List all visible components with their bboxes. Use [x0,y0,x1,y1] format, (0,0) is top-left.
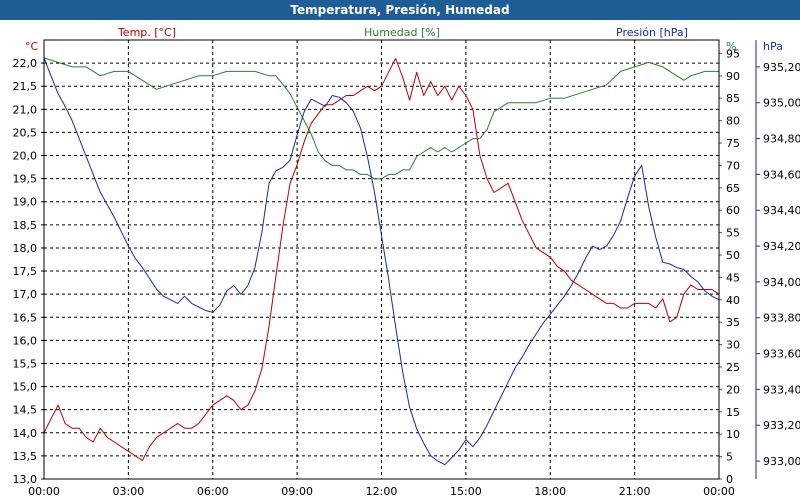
pres-tick-label: 935,00 [763,97,800,110]
x-tick-time: 00:00 [28,485,60,498]
hum-tick-label: 80 [726,115,740,128]
plot-border [43,39,720,480]
x-tick-time: 12:00 [366,485,398,498]
temp-tick-label: 13,5 [13,450,38,463]
chart-title: Temperatura, Presión, Humedad [0,0,800,20]
time-axis: 00:0015/10/1403:0015/10/1406:0015/10/140… [28,485,735,498]
temp-tick-label: 21,0 [13,103,38,116]
pres-tick-label: 934,20 [763,240,800,253]
temp-tick-label: 19,0 [13,196,38,209]
pres-tick-label: 934,80 [763,133,800,146]
pres-tick-label: 933,40 [763,383,800,396]
temp-series-line [43,58,720,461]
hum-tick-label: 75 [726,137,740,150]
grid [43,40,720,480]
hum-tick-label: 90 [726,70,740,83]
hum-tick-label: 50 [726,249,740,262]
hum-tick-label: 35 [726,316,740,329]
pres-tick-label: 934,60 [763,168,800,181]
hum-tick-label: 15 [726,406,740,419]
temp-tick-label: 13,0 [13,473,38,486]
hum-unit-label: % [726,40,736,53]
pres-tick-label: 934,00 [763,276,800,289]
chart-area: Temp. [°C] Humedad [%] Presión [hPa] °C … [13,26,800,498]
pres-tick-label: 935,20 [763,61,800,74]
temp-axis: 22,0 21,5 21,0 20,5 20,0 19,5 19,0 18,5 18,0 17,5… [13,57,44,486]
hum-tick-label: 70 [726,159,740,172]
temp-tick-label: 15,0 [13,381,38,394]
hum-tick-label: 5 [726,451,733,464]
pres-tick-label: 933,00 [763,455,800,468]
hum-series-line [43,57,719,180]
hum-tick-label: 20 [726,383,740,396]
x-tick-time: 00:00 [703,485,735,498]
temp-tick-label: 16,5 [13,311,38,324]
series-lines [43,57,720,466]
temp-tick-label: 15,5 [13,357,38,370]
hum-tick-label: 65 [726,182,740,195]
temp-tick-label: 17,5 [13,265,38,278]
pres-tick-label: 933,80 [763,312,800,325]
temp-tick-label: 20,5 [13,126,38,139]
x-tick-time: 21:00 [619,485,651,498]
pres-axis-label: Presión [hPa] [616,26,688,39]
hum-tick-label: 0 [726,473,733,486]
hum-tick-label: 60 [726,204,740,217]
temp-axis-label: Temp. [°C] [117,26,176,39]
hum-tick-label: 85 [726,92,740,105]
hum-tick-label: 10 [726,428,740,441]
temp-tick-label: 21,5 [13,80,38,93]
hum-tick-label: 40 [726,294,740,307]
temp-unit-label: °C [25,40,39,53]
temp-tick-label: 20,0 [13,150,38,163]
temp-tick-label: 19,5 [13,173,38,186]
x-tick-time: 09:00 [281,485,313,498]
hum-tick-label: 55 [726,227,740,240]
x-tick-time: 15:00 [450,485,482,498]
hum-axis-label: Humedad [%] [364,26,440,39]
temp-tick-label: 22,0 [13,57,38,70]
temp-tick-label: 14,0 [13,427,38,440]
hum-tick-label: 45 [726,271,740,284]
pres-tick-label: 934,40 [763,204,800,217]
temp-tick-label: 18,0 [13,242,38,255]
temp-tick-label: 14,5 [13,404,38,417]
x-tick-time: 03:00 [113,485,145,498]
pres-axis: 935,20 935,00 934,80 934,60 934,40 934,20 934,… [755,40,800,479]
pres-tick-label: 933,60 [763,348,800,361]
temp-tick-label: 16,0 [13,334,38,347]
pres-unit-label: hPa [763,40,783,53]
pres-series-line [43,57,720,466]
temp-tick-label: 18,5 [13,219,38,232]
temp-tick-label: 17,0 [13,288,38,301]
hum-tick-label: 30 [726,339,740,352]
x-tick-time: 18:00 [534,485,566,498]
hum-tick-label: 95 [726,47,740,60]
pres-tick-label: 933,20 [763,419,800,432]
hum-tick-label: 25 [726,361,740,374]
x-tick-time: 06:00 [197,485,229,498]
